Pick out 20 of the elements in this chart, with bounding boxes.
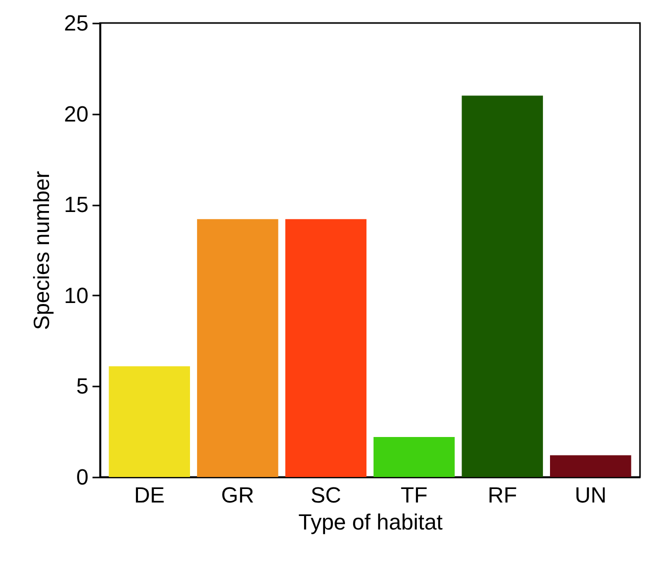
- x-tick-label: GR: [221, 482, 254, 508]
- bar: [462, 96, 543, 477]
- bar: [285, 219, 366, 477]
- y-tick-label: 5: [76, 374, 88, 399]
- x-tick-label: RF: [488, 482, 518, 508]
- y-tick-label: 20: [64, 101, 88, 126]
- y-tick-label: 25: [64, 10, 88, 36]
- y-tick-label: 15: [64, 192, 88, 218]
- bar: [108, 366, 190, 477]
- y-tick-label: 10: [64, 282, 88, 308]
- bar: [550, 455, 632, 477]
- x-tick-label: UN: [574, 482, 606, 508]
- bar: [374, 437, 455, 477]
- y-axis-title: Species number: [29, 171, 54, 330]
- bar: [197, 219, 278, 477]
- x-tick-label: DE: [134, 482, 165, 508]
- y-tick-label: 0: [76, 464, 88, 490]
- x-tick-label: TF: [400, 482, 428, 508]
- x-axis-title: Type of habitat: [298, 510, 443, 534]
- x-tick-label: SC: [310, 482, 342, 508]
